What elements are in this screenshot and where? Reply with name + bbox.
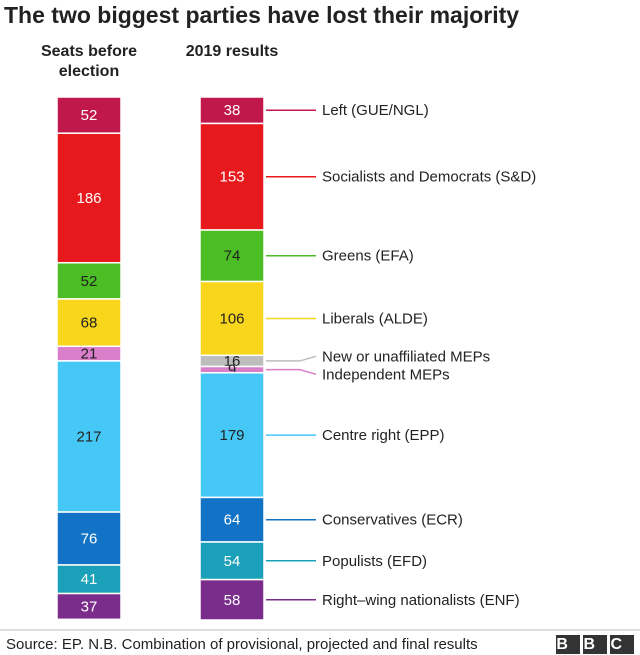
legend-label: Greens (EFA) [322, 248, 414, 265]
bar-segment [199, 280, 265, 357]
legend-label: Populists (EFD) [322, 553, 427, 570]
value-label: 21 [81, 346, 98, 363]
column-header: Seats before election [40, 43, 138, 80]
value-label: 58 [224, 592, 241, 609]
value-label: 41 [81, 571, 98, 588]
bar-segment [56, 511, 122, 566]
bar-segment [199, 541, 265, 581]
chart-title: The two biggest parties have lost their … [4, 2, 519, 28]
logo: BBC [556, 635, 637, 654]
bar-segment [199, 122, 265, 231]
logo-box [556, 635, 580, 654]
bar-segment [199, 229, 265, 283]
legend-label: Independent MEPs [322, 366, 450, 383]
value-label: 217 [76, 428, 101, 445]
bar-segment [56, 360, 122, 513]
value-label: 106 [219, 310, 244, 327]
value-label: 52 [81, 107, 98, 124]
value-label: 68 [81, 315, 98, 332]
legend-line [266, 355, 317, 362]
bar-segment [199, 578, 265, 621]
bar-segment [199, 96, 265, 125]
bar-segment [56, 592, 122, 621]
legend-label: Conservatives (ECR) [322, 512, 463, 529]
logo-box [610, 635, 634, 654]
value-label: 9 [228, 362, 236, 379]
legend-label: Centre right (EPP) [322, 427, 445, 444]
legend-label: Right–wing nationalists (ENF) [322, 592, 520, 609]
value-label: 179 [219, 427, 244, 444]
bar-segment [199, 496, 265, 543]
value-label: 153 [219, 169, 244, 186]
bar-segment [56, 132, 122, 264]
source: Source: EP. N.B. Combination of provisio… [6, 636, 478, 653]
value-label: 52 [81, 273, 98, 290]
legend-label: Left (GUE/NGL) [322, 102, 429, 119]
legend-line [266, 368, 317, 376]
value-label: 16 [224, 353, 241, 370]
legend-label: Socialists and Democrats (S&D) [322, 169, 536, 186]
value-label: 37 [81, 598, 98, 615]
value-label: 186 [76, 190, 101, 207]
value-label: 74 [224, 248, 241, 265]
legend-label: Liberals (ALDE) [322, 310, 428, 327]
value-label: 64 [224, 512, 241, 529]
value-label: 76 [81, 530, 98, 547]
logo-text: BBC [556, 636, 637, 653]
legend-label: New or unaffiliated MEPs [322, 348, 490, 365]
value-label: 54 [224, 553, 241, 570]
bar-segment [56, 564, 122, 595]
logo-box [583, 635, 607, 654]
value-label: 38 [224, 102, 241, 119]
column-header: 2019 results [185, 43, 279, 60]
bar-segment [199, 372, 265, 499]
